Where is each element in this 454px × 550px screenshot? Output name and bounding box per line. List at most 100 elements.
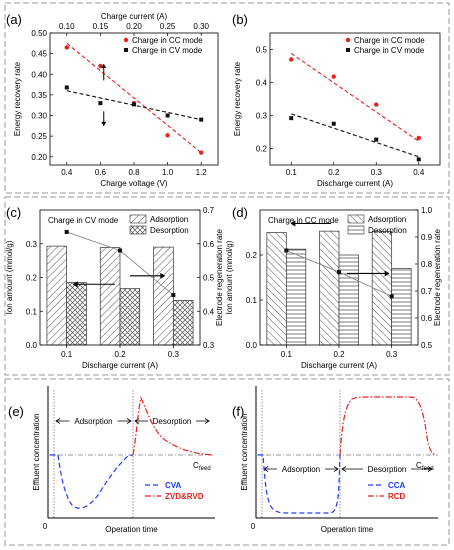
axis-arrow-head [72,281,78,288]
y-axis-title: Effluent concentration [240,413,249,490]
y2-tick-label: 0.8 [421,260,433,269]
panel-label-f: (f) [232,404,244,419]
legend-label: Desorption [150,226,189,235]
x-tick-label: 0.3 [371,168,383,177]
data-point [165,133,170,138]
x-tick-label: 0.2 [333,350,345,359]
desorption-label-bg [148,415,196,427]
bar-adsorption [153,246,174,346]
axis-arrow-head [290,220,296,227]
curve-cca [258,454,341,514]
x-axis-title: Discharge current (A) [82,361,158,370]
x-tick-label: 0.8 [128,168,140,177]
legend-marker [123,37,129,43]
x-top-tick-label: 0.10 [59,22,75,31]
bar-adsorption [99,247,121,346]
origin-label: 0 [43,522,48,531]
y-tick-label: 0.2 [246,251,258,260]
x-top-tick-label: 0.15 [93,22,109,31]
chart-d: 0.1 0.2 0.3 0.0 0.1 0.2 0.5 0.6 0.7 0.8 0.9 1.0 Char… [225,206,442,370]
y2-tick-label: 0.9 [421,233,433,242]
x-tick-label: 0.6 [95,168,107,177]
data-point [416,157,421,162]
x-top-tick-label: 0.20 [126,22,142,31]
fit-line [290,53,420,142]
bar-adsorption [46,245,68,346]
desorption-label-bg [363,463,411,475]
curve-zvd-rvd [132,396,214,456]
y2-axis-title: Electrode regeneration rate [215,228,224,326]
desorption-label: Desorption [368,465,407,474]
bar-adsorption [266,232,287,346]
data-point [165,113,170,118]
x-tick-label: 1.0 [162,168,174,177]
arrow-up-head [101,63,107,68]
legend-swatch [347,214,365,224]
y-tick-label: 0.25 [31,132,47,141]
data-point [331,121,336,126]
fit-line [66,42,202,154]
origin-label: 0 [251,522,256,531]
x-tick-label: 0.3 [168,350,180,359]
y-tick-label: 0.0 [26,341,38,350]
data-point [64,85,69,90]
y-axis-title: Ion amount (mmol/g) [5,240,14,314]
panel-label-c: (c) [6,205,21,220]
x-tick-label: 0.1 [281,350,293,359]
x-tick-label: 0.2 [114,350,126,359]
x-tick-label: 0.1 [61,350,73,359]
data-point [374,137,379,142]
chart-c: 0.1 0.2 0.3 0.0 0.1 0.2 0.3 0.3 0.4 0.5 0.6 0.7 Char… [5,206,224,370]
x-axis-title: Operation time [321,525,374,534]
y-tick-label: 0.45 [31,50,47,59]
regeneration-point [118,248,122,253]
data-point [416,135,421,141]
data-point [98,101,103,106]
fit-line [291,113,419,158]
legend-marker [346,48,350,52]
legend-label: Adsorption [150,215,188,224]
x-tick-label: 1.2 [196,168,208,177]
y-tick-label: 0.4 [256,79,268,88]
chart-title: Charge in CV mode [48,216,119,225]
data-point [289,57,294,62]
y-tick-label: 0.30 [31,112,47,121]
frame-middle [4,196,450,376]
x-axis-title: Discharge current (A) [301,361,377,370]
x-top-tick-label: 0.25 [160,22,176,31]
regeneration-point [171,293,176,298]
y2-tick-label: 0.4 [203,307,215,316]
y-tick-label: 0.0 [246,341,258,350]
regeneration-point [389,294,394,299]
bar-desorption [391,268,412,346]
plot-frame [259,209,419,346]
legend-swatch [129,225,147,235]
regeneration-point [284,248,289,253]
y-axis-title: Energy recovery rate [233,61,242,136]
chart-title: Charge in CC mode [268,216,339,225]
bar-adsorption [319,230,340,346]
x-axis-title: Operation time [105,525,158,534]
panel-label-d: (d) [232,205,248,220]
x-axis-title: Discharge current (A) [317,179,393,188]
legend-label: Adsorption [368,215,406,224]
y-tick-label: 0.50 [31,29,47,38]
x-axis-title: Charge voltage (V) [100,179,167,188]
x-tick-label: 0.2 [328,168,340,177]
axis-arrow-head [160,272,166,279]
feed-label: C [193,461,199,470]
x-tick-label: 0.1 [286,168,298,177]
adsorption-label: Adsorption [282,465,320,474]
panel-label-b: (b) [232,12,248,27]
x-top-tick-label: 0.30 [193,22,209,31]
legend-label: Desorption [368,226,407,235]
bar-desorption [66,282,87,346]
adsorption-label-bg [69,415,118,427]
curve-cva [50,454,134,509]
y2-tick-label: 0.6 [421,314,433,323]
desorption-label: Desorption [153,417,192,426]
data-point [98,63,103,69]
feed-label-sub: feed [199,466,211,472]
